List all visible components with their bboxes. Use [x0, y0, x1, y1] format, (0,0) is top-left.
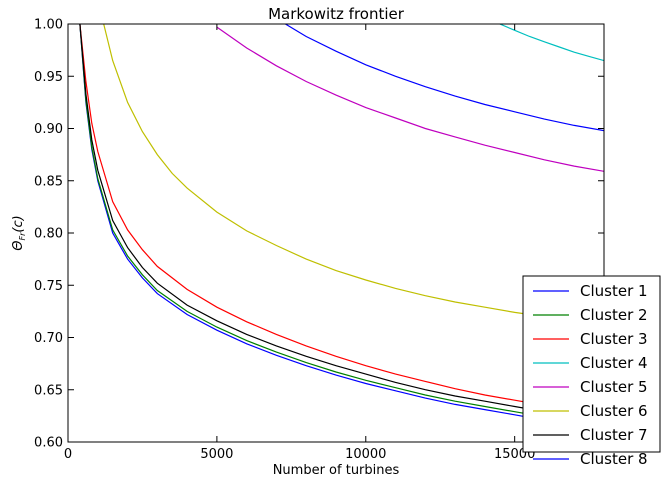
legend-item: Cluster 1 — [533, 282, 648, 300]
legend-item: Cluster 7 — [533, 426, 648, 444]
y-axis-label-sub: Fr — [18, 232, 27, 241]
y-axis-label-main: Θ — [11, 240, 26, 250]
legend-label: Cluster 3 — [580, 330, 648, 348]
legend-item: Cluster 2 — [533, 306, 648, 324]
legend-item: Cluster 4 — [533, 354, 648, 372]
legend-label: Cluster 5 — [580, 378, 648, 396]
series-line-8 — [285, 24, 604, 132]
series-line-4 — [499, 24, 604, 62]
legend-label: Cluster 6 — [580, 402, 648, 420]
legend-items: Cluster 1 Cluster 2 Cluster 3 Cluster 4 Clus… — [533, 282, 648, 468]
legend: Cluster 1 Cluster 2 Cluster 3 Cluster 4 Clus… — [522, 275, 661, 468]
legend-label: Cluster 7 — [580, 426, 648, 444]
legend-label: Cluster 1 — [580, 282, 648, 300]
series-line-7 — [79, 24, 604, 421]
x-tick-label: 5000 — [200, 447, 233, 462]
x-axis-label: Number of turbines — [273, 463, 400, 478]
x-tick-label: 0 — [64, 447, 72, 462]
tick-labels: 0 5000 10000 150000.600.650.700.750.800.850… — [34, 18, 535, 463]
y-tick-label: 0.80 — [34, 227, 63, 242]
legend-item: Cluster 8 — [533, 450, 648, 468]
y-axis-label-suffix: (c) — [11, 215, 26, 232]
y-tick-label: 1.00 — [34, 18, 63, 33]
y-tick-label: 0.90 — [34, 122, 63, 137]
chart-title: Markowitz frontier — [268, 5, 405, 23]
series-line-1 — [79, 24, 604, 428]
series-line-3 — [79, 24, 604, 415]
series-line-6 — [103, 24, 604, 326]
y-tick-label: 0.95 — [34, 70, 63, 85]
series-line-2 — [79, 24, 604, 425]
plot-series — [79, 24, 604, 428]
series-line-5 — [216, 26, 604, 172]
y-tick-label: 0.65 — [34, 383, 63, 398]
y-tick-label: 0.75 — [34, 279, 63, 294]
y-tick-label: 0.85 — [34, 174, 63, 189]
y-tick-label: 0.70 — [34, 331, 63, 346]
y-tick-label: 0.60 — [34, 436, 63, 451]
x-tick-label: 10000 — [345, 447, 386, 462]
legend-item: Cluster 3 — [533, 330, 648, 348]
legend-label: Cluster 4 — [580, 354, 648, 372]
y-axis-label: ΘFr(c) — [11, 215, 27, 250]
legend-item: Cluster 6 — [533, 402, 648, 420]
legend-box — [522, 275, 661, 453]
legend-item: Cluster 5 — [533, 378, 648, 396]
legend-label: Cluster 8 — [580, 450, 648, 468]
legend-label: Cluster 2 — [580, 306, 648, 324]
